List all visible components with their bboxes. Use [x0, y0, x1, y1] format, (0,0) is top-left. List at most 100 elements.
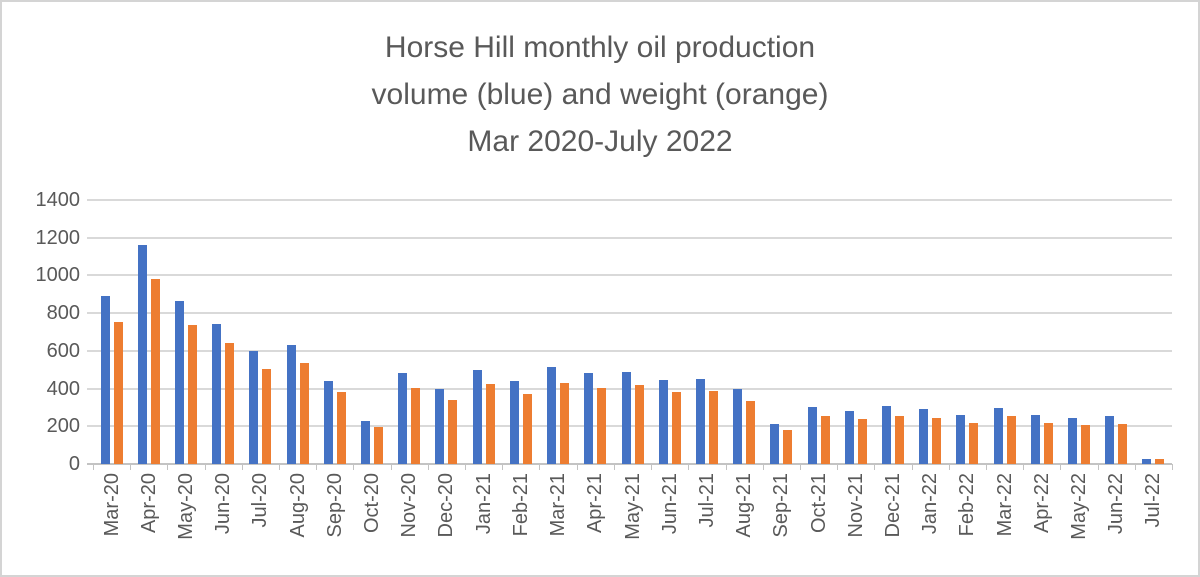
bar-weight — [969, 423, 978, 464]
bar-volume — [398, 373, 407, 464]
bar-volume — [956, 415, 965, 464]
y-axis-tick-label: 0 — [68, 453, 80, 475]
x-axis-tick-label: May-22 — [1068, 473, 1090, 540]
bar-volume — [994, 408, 1003, 464]
gridline — [87, 199, 1172, 201]
bar-weight — [1081, 425, 1090, 464]
bar-weight — [448, 400, 457, 464]
bar-volume — [845, 411, 854, 464]
bar-weight — [337, 392, 346, 464]
x-axis-tick — [577, 464, 578, 470]
x-axis-tick-label: Sep-21 — [770, 473, 792, 538]
bar-volume — [1031, 415, 1040, 464]
x-axis-tick-label: Apr-21 — [584, 473, 606, 534]
bar-weight — [895, 416, 904, 464]
x-axis-tick-label: Mar-20 — [101, 473, 123, 537]
y-axis-tick-label: 200 — [46, 415, 80, 438]
x-axis-tick — [167, 464, 168, 470]
x-axis-tick — [1060, 464, 1061, 470]
bar-weight — [783, 430, 792, 464]
chart-title-line-1: Horse Hill monthly oil production — [384, 31, 816, 64]
x-axis-tick — [1023, 464, 1024, 470]
x-axis-tick-label: Dec-20 — [435, 473, 457, 538]
bar-volume — [808, 407, 817, 464]
gridline — [87, 236, 1172, 239]
x-axis-tick — [428, 464, 429, 470]
bar-weight — [635, 385, 644, 464]
x-axis-tick-label: Feb-21 — [510, 473, 532, 537]
x-axis-tick-label: Feb-22 — [956, 473, 978, 537]
bar-volume — [361, 421, 370, 464]
y-axis-tick-label: 1000 — [35, 264, 81, 287]
chart-title-line-2: volume (blue) and weight (orange) — [371, 78, 829, 111]
bar-weight — [486, 384, 495, 464]
x-axis-tick — [353, 464, 354, 470]
x-axis-tick — [912, 464, 913, 470]
x-axis-tick-label: Apr-20 — [138, 473, 160, 534]
bar-volume — [473, 370, 482, 464]
x-axis-tick-label: Jul-20 — [249, 473, 271, 528]
y-axis-tick-label: 600 — [46, 339, 80, 362]
x-axis-tick — [688, 464, 689, 470]
x-axis-tick-label: Aug-20 — [287, 473, 309, 538]
bar-weight — [1118, 424, 1127, 464]
x-axis-tick-label: Jan-22 — [919, 473, 941, 535]
bar-weight — [821, 416, 830, 464]
bar-weight — [1044, 423, 1053, 464]
x-axis-tick-label: Nov-21 — [845, 473, 867, 538]
x-axis-tick — [874, 464, 875, 470]
bar-weight — [560, 383, 569, 464]
x-axis-tick — [986, 464, 987, 470]
x-axis-tick — [93, 464, 94, 470]
x-axis-tick-label: Dec-21 — [882, 473, 904, 538]
x-axis-tick — [763, 464, 764, 470]
x-axis-tick — [391, 464, 392, 470]
x-axis-tick — [1135, 464, 1136, 470]
bar-volume — [138, 245, 147, 464]
bar-volume — [1068, 418, 1077, 464]
bar-volume — [622, 372, 631, 464]
x-axis-tick — [316, 464, 317, 470]
y-axis-tick-label: 1400 — [35, 189, 81, 211]
x-axis-tick-label: Nov-20 — [398, 473, 420, 538]
bar-weight — [300, 363, 309, 464]
x-axis-tick — [279, 464, 280, 470]
x-axis-tick — [130, 464, 131, 470]
bar-volume — [659, 380, 668, 464]
x-axis-tick — [800, 464, 801, 470]
bar-volume — [1142, 459, 1151, 464]
bar-weight — [1007, 416, 1016, 464]
x-axis-tick — [465, 464, 466, 470]
bar-volume — [882, 406, 891, 464]
x-axis-line — [87, 463, 1172, 465]
y-axis-tick-label: 400 — [46, 377, 80, 400]
bar-volume — [101, 296, 110, 464]
x-axis-tick-label: Oct-20 — [361, 473, 383, 534]
bar-volume — [287, 345, 296, 464]
x-axis-tick — [502, 464, 503, 470]
bar-weight — [411, 388, 420, 464]
bar-volume — [435, 389, 444, 464]
chart-title: Horse Hill monthly oil production volume… — [2, 24, 1198, 165]
x-axis-tick — [539, 464, 540, 470]
bar-weight — [523, 394, 532, 464]
chart-title-line-3: Mar 2020-July 2022 — [467, 125, 733, 158]
x-axis-tick-label: Apr-22 — [1031, 473, 1053, 534]
bar-weight — [746, 401, 755, 464]
bar-weight — [188, 325, 197, 464]
x-axis-tick-label: Oct-21 — [808, 473, 830, 534]
bar-weight — [262, 369, 271, 464]
bar-volume — [919, 409, 928, 464]
x-axis-tick — [614, 464, 615, 470]
bar-weight — [932, 418, 941, 464]
bar-volume — [1105, 416, 1114, 464]
gridline — [87, 349, 1172, 352]
x-axis-tick-label: Jul-22 — [1142, 473, 1164, 528]
x-axis-tick-label: Jul-21 — [696, 473, 718, 528]
bar-volume — [510, 381, 519, 464]
bar-volume — [324, 381, 333, 464]
x-axis-tick — [205, 464, 206, 470]
x-axis-tick — [242, 464, 243, 470]
bar-volume — [733, 389, 742, 464]
